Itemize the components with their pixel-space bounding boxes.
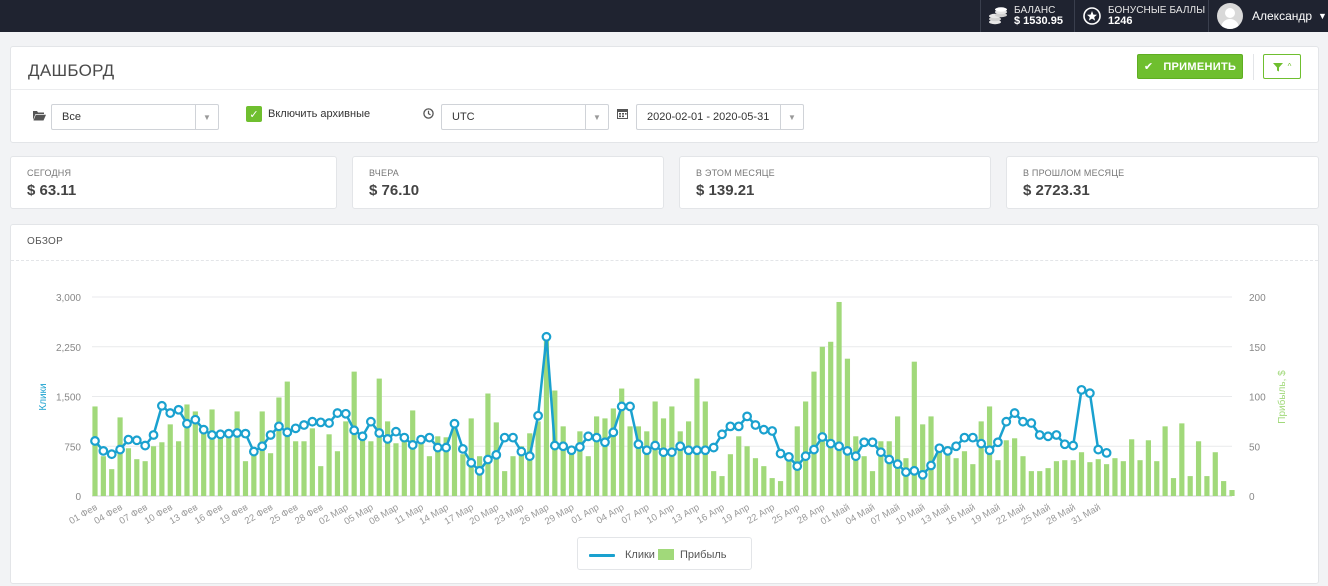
check-icon: ✔ bbox=[1143, 61, 1154, 73]
campaign-select[interactable]: Все ▼ bbox=[51, 104, 219, 130]
stat-value: $ 139.21 bbox=[696, 182, 755, 199]
bonus-section[interactable]: БОНУСНЫЕ БАЛЛЫ 1246 bbox=[1074, 0, 1208, 32]
divider bbox=[1253, 54, 1254, 80]
chevron-down-icon: ▼ bbox=[1318, 11, 1327, 21]
stat-card-this-month: В ЭТОМ МЕСЯЦЕ $ 139.21 bbox=[679, 156, 991, 209]
page-title: ДАШБОРД bbox=[28, 61, 115, 80]
legend-clicks-swatch bbox=[589, 554, 615, 557]
stat-value: $ 63.11 bbox=[27, 182, 77, 199]
bonus-value: 1246 bbox=[1108, 15, 1133, 27]
star-badge-icon bbox=[1082, 6, 1102, 26]
chevron-down-icon: ▼ bbox=[195, 105, 218, 129]
archive-checkbox[interactable]: ✓ bbox=[246, 106, 262, 122]
clock-icon bbox=[423, 108, 434, 122]
chevron-down-icon: ▼ bbox=[780, 105, 803, 129]
top-bar: БАЛАНС $ 1530.95 БОНУСНЫЕ БАЛЛЫ 1246 Але… bbox=[0, 0, 1328, 32]
date-range-value: 2020-02-01 - 2020-05-31 bbox=[647, 111, 770, 123]
overview-title: ОБЗОР bbox=[27, 236, 64, 247]
legend-profit-label[interactable]: Прибыль bbox=[680, 549, 727, 561]
header-divider bbox=[11, 89, 1318, 90]
dashboard-header-panel: ДАШБОРД ✔ ПРИМЕНИТЬ ^ Все ▼ ✓ Включить а… bbox=[10, 46, 1319, 143]
apply-button[interactable]: ✔ ПРИМЕНИТЬ bbox=[1137, 54, 1243, 79]
filter-icon bbox=[1272, 62, 1283, 71]
balance-label: БАЛАНС bbox=[1014, 5, 1056, 16]
stat-card-last-month: В ПРОШЛОМ МЕСЯЦЕ $ 2723.31 bbox=[1006, 156, 1319, 209]
date-range-picker[interactable]: 2020-02-01 - 2020-05-31 ▼ bbox=[636, 104, 804, 130]
avatar bbox=[1217, 3, 1243, 29]
stat-card-today: СЕГОДНЯ $ 63.11 bbox=[10, 156, 337, 209]
balance-section[interactable]: БАЛАНС $ 1530.95 bbox=[980, 0, 1074, 32]
username: Александр bbox=[1252, 9, 1313, 23]
coins-icon bbox=[988, 6, 1008, 26]
stat-label: В ПРОШЛОМ МЕСЯЦЕ bbox=[1023, 168, 1125, 178]
filter-toggle-button[interactable]: ^ bbox=[1263, 54, 1301, 79]
stat-label: СЕГОДНЯ bbox=[27, 168, 72, 178]
chevron-up-icon: ^ bbox=[1287, 62, 1292, 71]
stat-label: ВЧЕРА bbox=[369, 168, 400, 178]
calendar-icon bbox=[617, 108, 628, 122]
legend-profit-swatch bbox=[658, 549, 674, 560]
stat-value: $ 2723.31 bbox=[1023, 182, 1090, 199]
folder-open-icon bbox=[33, 110, 46, 124]
stat-label: В ЭТОМ МЕСЯЦЕ bbox=[696, 168, 775, 178]
apply-button-label: ПРИМЕНИТЬ bbox=[1163, 60, 1237, 73]
overview-divider bbox=[11, 260, 1318, 261]
overview-panel: ОБЗОР bbox=[10, 224, 1319, 584]
balance-value: $ 1530.95 bbox=[1014, 15, 1063, 27]
timezone-select-value: UTC bbox=[452, 111, 475, 123]
user-menu[interactable]: Александр ▼ bbox=[1208, 0, 1328, 32]
legend-clicks-label[interactable]: Клики bbox=[625, 549, 655, 561]
bonus-label: БОНУСНЫЕ БАЛЛЫ bbox=[1108, 5, 1206, 16]
campaign-select-value: Все bbox=[62, 111, 81, 123]
archive-checkbox-label[interactable]: Включить архивные bbox=[268, 108, 371, 120]
chevron-down-icon: ▼ bbox=[585, 105, 608, 129]
stat-value: $ 76.10 bbox=[369, 182, 420, 199]
timezone-select[interactable]: UTC ▼ bbox=[441, 104, 609, 130]
stat-card-yesterday: ВЧЕРА $ 76.10 bbox=[352, 156, 664, 209]
chart-legend: Клики Прибыль bbox=[577, 537, 752, 570]
